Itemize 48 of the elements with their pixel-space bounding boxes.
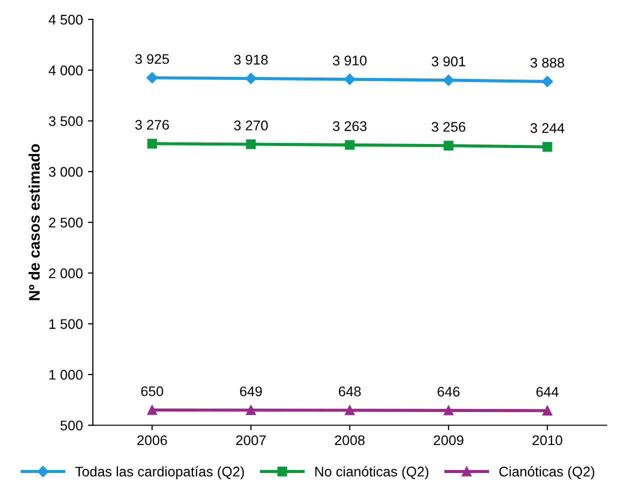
data-label: 649 bbox=[240, 386, 262, 396]
y-tick-label: 3 500 bbox=[48, 116, 83, 126]
point bbox=[444, 140, 454, 151]
data-label: 650 bbox=[141, 386, 164, 396]
y-tick-label: 2 000 bbox=[49, 268, 83, 278]
data-label: 648 bbox=[338, 386, 361, 396]
data-label: 3 270 bbox=[234, 120, 268, 130]
point bbox=[344, 405, 355, 416]
point bbox=[246, 405, 256, 415]
point bbox=[542, 76, 553, 88]
y-axis-title: Nº de casos estimado bbox=[28, 144, 40, 300]
data-label: 646 bbox=[438, 386, 460, 397]
point bbox=[146, 72, 158, 84]
point bbox=[542, 406, 552, 416]
x-tick-label: 2008 bbox=[334, 435, 365, 446]
point bbox=[246, 139, 256, 150]
data-label: 3 910 bbox=[332, 56, 367, 66]
legend-label: No cianóticas (Q2) bbox=[315, 466, 428, 480]
data-label: 3 901 bbox=[432, 56, 466, 66]
legend-label: Todas las cardiopatías (Q2) bbox=[75, 466, 244, 480]
y-tick-label: 4 500 bbox=[48, 14, 83, 25]
data-label: 3 256 bbox=[432, 122, 466, 132]
y-tick-label: 1 500 bbox=[49, 319, 83, 329]
legend-label: Cianóticas (Q2) bbox=[499, 466, 594, 480]
point bbox=[147, 405, 157, 415]
point bbox=[147, 138, 157, 148]
x-tick-label: 2010 bbox=[532, 435, 562, 446]
point bbox=[344, 74, 356, 85]
data-label: 3 244 bbox=[530, 123, 564, 134]
data-label: 3 888 bbox=[530, 58, 564, 68]
y-tick-label: 4 000 bbox=[48, 66, 83, 76]
data-label: 3 918 bbox=[234, 54, 268, 65]
x-tick-label: 2007 bbox=[236, 435, 266, 446]
point bbox=[444, 406, 454, 416]
point bbox=[442, 74, 454, 86]
point bbox=[344, 140, 355, 150]
data-label: 3 276 bbox=[135, 120, 169, 130]
y-tick-label: 3 000 bbox=[48, 166, 83, 177]
y-tick-label: 500 bbox=[60, 420, 83, 430]
y-tick-label: 2 500 bbox=[49, 218, 83, 228]
point bbox=[245, 72, 257, 84]
data-label: 644 bbox=[536, 386, 559, 397]
data-label: 3 925 bbox=[135, 54, 169, 64]
x-tick-label: 2009 bbox=[434, 435, 464, 446]
data-label: 3 263 bbox=[332, 121, 367, 132]
x-tick-label: 2006 bbox=[137, 435, 167, 446]
point bbox=[542, 142, 552, 152]
y-tick-label: 1 000 bbox=[49, 370, 83, 380]
